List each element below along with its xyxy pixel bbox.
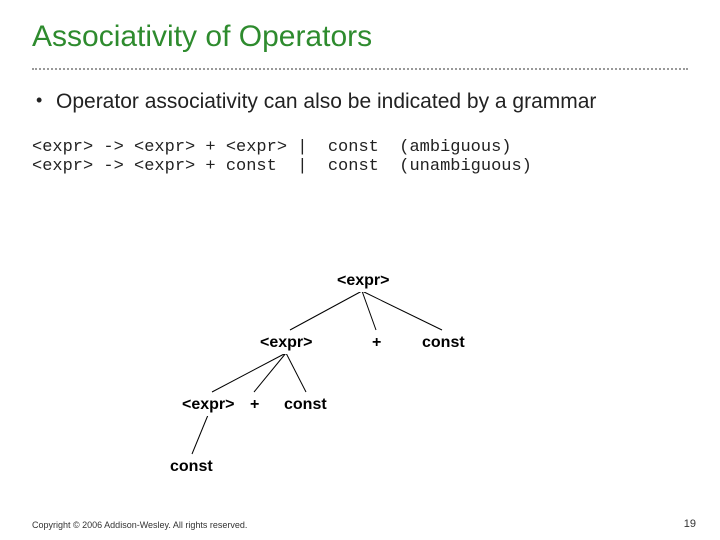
tree-node: <expr> <box>258 332 314 354</box>
tree-node: const <box>420 332 467 354</box>
copyright-footer: Copyright © 2006 Addison-Wesley. All rig… <box>32 520 247 530</box>
parse-tree: <expr> <expr> + const <expr> + const const <box>0 270 720 500</box>
tree-node: const <box>168 456 215 478</box>
bullet-text: Operator associativity can also be indic… <box>0 70 720 114</box>
tree-edges <box>0 270 720 500</box>
tree-node: <expr> <box>335 270 391 292</box>
page-number: 19 <box>684 518 696 530</box>
tree-node: <expr> <box>180 394 236 416</box>
tree-node: + <box>248 394 261 416</box>
grammar-rules: <expr> -> <expr> + <expr> | const (ambig… <box>0 114 720 176</box>
slide-title: Associativity of Operators <box>0 0 720 54</box>
tree-node: const <box>282 394 329 416</box>
tree-node: + <box>370 332 383 354</box>
